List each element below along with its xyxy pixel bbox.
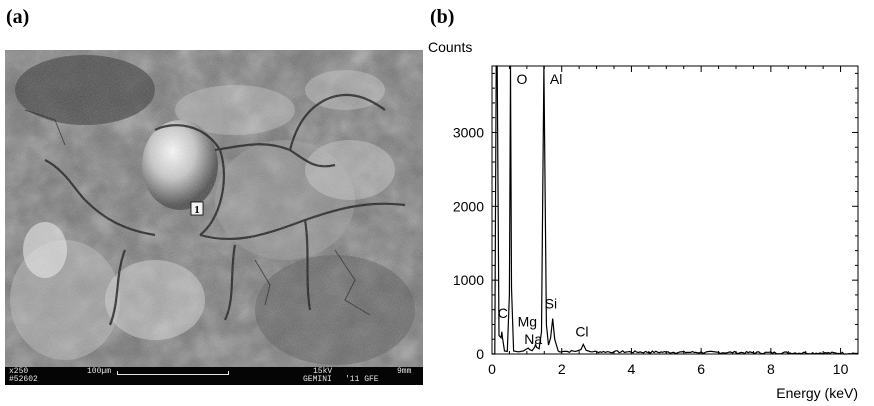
x-tick-label: 2 bbox=[558, 361, 566, 377]
peak-label-o: O bbox=[516, 71, 527, 87]
x-tick-label: 10 bbox=[833, 361, 849, 377]
x-tick-label: 4 bbox=[628, 361, 636, 377]
peak-label-al: Al bbox=[550, 71, 562, 87]
plot-frame bbox=[491, 65, 859, 355]
x-tick-label: 8 bbox=[767, 361, 775, 377]
eds-spectrum-chart: Counts 0 2 4 6 8 10 0 1000 2000 3000 C O Na Mg Al Si Cl… bbox=[428, 36, 874, 406]
y-tick-label: 0 bbox=[476, 346, 484, 362]
sem-instrument: GEMINI bbox=[303, 375, 332, 384]
sem-voltage: 15kV bbox=[313, 367, 333, 376]
sem-image: 1 bbox=[5, 50, 423, 385]
peak-label-cl: Cl bbox=[575, 323, 588, 339]
sem-working-distance: 9mm bbox=[397, 367, 412, 376]
sem-scale-bar bbox=[117, 371, 229, 375]
eds-spectrum-svg: Counts 0 2 4 6 8 10 0 1000 2000 3000 C O Na Mg Al Si Cl… bbox=[428, 39, 859, 401]
peak-label-si: Si bbox=[545, 296, 557, 312]
y-tick-label: 2000 bbox=[453, 198, 484, 214]
sem-image-number: #52602 bbox=[9, 375, 38, 384]
y-tick-label: 3000 bbox=[453, 124, 484, 140]
peak-label-na: Na bbox=[524, 331, 542, 347]
sem-magnification: x250 bbox=[9, 367, 29, 376]
point-marker-box bbox=[190, 201, 204, 216]
panel-label-b: (b) bbox=[430, 6, 455, 28]
axes bbox=[491, 65, 859, 355]
x-axis-label: Energy (keV) bbox=[776, 385, 858, 401]
sem-info-bar: x250 #52602 100µm 15kV 9mm GEMINI '11 GF… bbox=[5, 367, 423, 385]
panel-label-a: (a) bbox=[6, 6, 30, 28]
peak-label-mg: Mg bbox=[518, 313, 537, 329]
x-tick-label: 6 bbox=[697, 361, 705, 377]
y-tick-label: 1000 bbox=[453, 272, 484, 288]
x-tick-label: 0 bbox=[488, 361, 496, 377]
sem-scale-label: 100µm bbox=[87, 367, 112, 376]
y-axis-label: Counts bbox=[428, 39, 472, 55]
sem-micrograph: 1 x250 #52602 100µm 15kV 9mm GEMINI '11 … bbox=[5, 50, 423, 385]
tick-labels: 0 2 4 6 8 10 0 1000 2000 3000 bbox=[453, 124, 849, 377]
point-marker: 1 bbox=[194, 204, 200, 216]
sem-lab: '11 GFE bbox=[345, 375, 379, 384]
peak-label-c: C bbox=[498, 305, 508, 321]
spectrum-line bbox=[492, 65, 859, 355]
peak-labels: C O Na Mg Al Si Cl bbox=[498, 71, 589, 347]
